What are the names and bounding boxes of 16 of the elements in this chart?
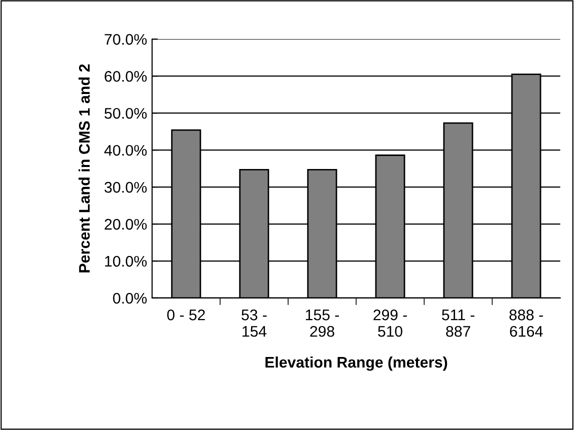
x-tick-label: 53 - 154 xyxy=(242,310,267,337)
x-tick-label: 155 - 298 xyxy=(306,310,339,337)
y-tick-label: 70.0% xyxy=(104,34,147,45)
y-tick-label: 50.0% xyxy=(104,108,147,119)
y-tick-label: 30.0% xyxy=(104,182,147,193)
y-tick-label: 20.0% xyxy=(104,218,147,230)
y-tick-label: 40.0% xyxy=(104,144,147,156)
x-tick-label: 0 - 52 xyxy=(167,310,205,320)
y-tick-label: 10.0% xyxy=(105,256,147,267)
y-tick-label: 0.0% xyxy=(113,292,147,304)
x-tick-label: 511 - 887 xyxy=(442,310,474,337)
x-tick-label: 888 - 6164 xyxy=(509,310,543,337)
x-axis-title: Elevation Range (meters) xyxy=(266,356,448,371)
y-tick-label: 60.0% xyxy=(104,70,147,82)
x-tick-label: 299 - 510 xyxy=(374,310,407,337)
y-axis-title: Percent Land in CMS 1 and 2 xyxy=(78,64,90,272)
